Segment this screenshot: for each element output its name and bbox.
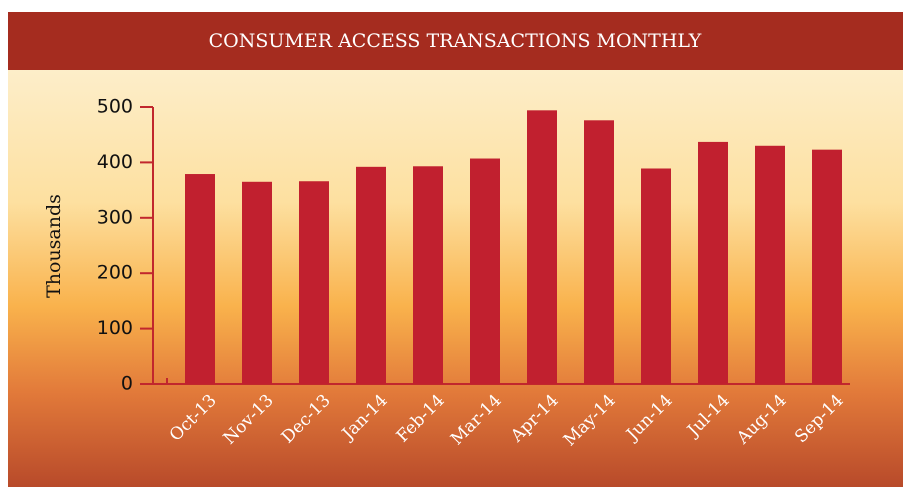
bar — [755, 145, 785, 384]
header-band — [8, 12, 903, 70]
bar — [242, 181, 272, 384]
bar — [698, 141, 728, 384]
bar — [584, 120, 614, 385]
y-tick-label: 200 — [97, 262, 133, 284]
bar — [185, 174, 215, 384]
y-tick-label: 100 — [97, 317, 133, 339]
y-tick-label: 300 — [97, 206, 133, 228]
bar — [527, 110, 557, 384]
y-tick-label: 0 — [121, 373, 133, 395]
bar — [299, 181, 329, 384]
bar — [470, 158, 500, 384]
bar — [641, 168, 671, 384]
bar — [356, 166, 386, 384]
bar — [812, 149, 842, 384]
y-axis-label: Thousands — [43, 194, 65, 298]
y-tick-label: 500 — [97, 96, 133, 118]
chart-title: CONSUMER ACCESS TRANSACTIONS MONTHLY — [209, 30, 702, 52]
background — [8, 12, 903, 487]
bar — [413, 166, 443, 384]
y-tick-label: 400 — [97, 151, 133, 173]
